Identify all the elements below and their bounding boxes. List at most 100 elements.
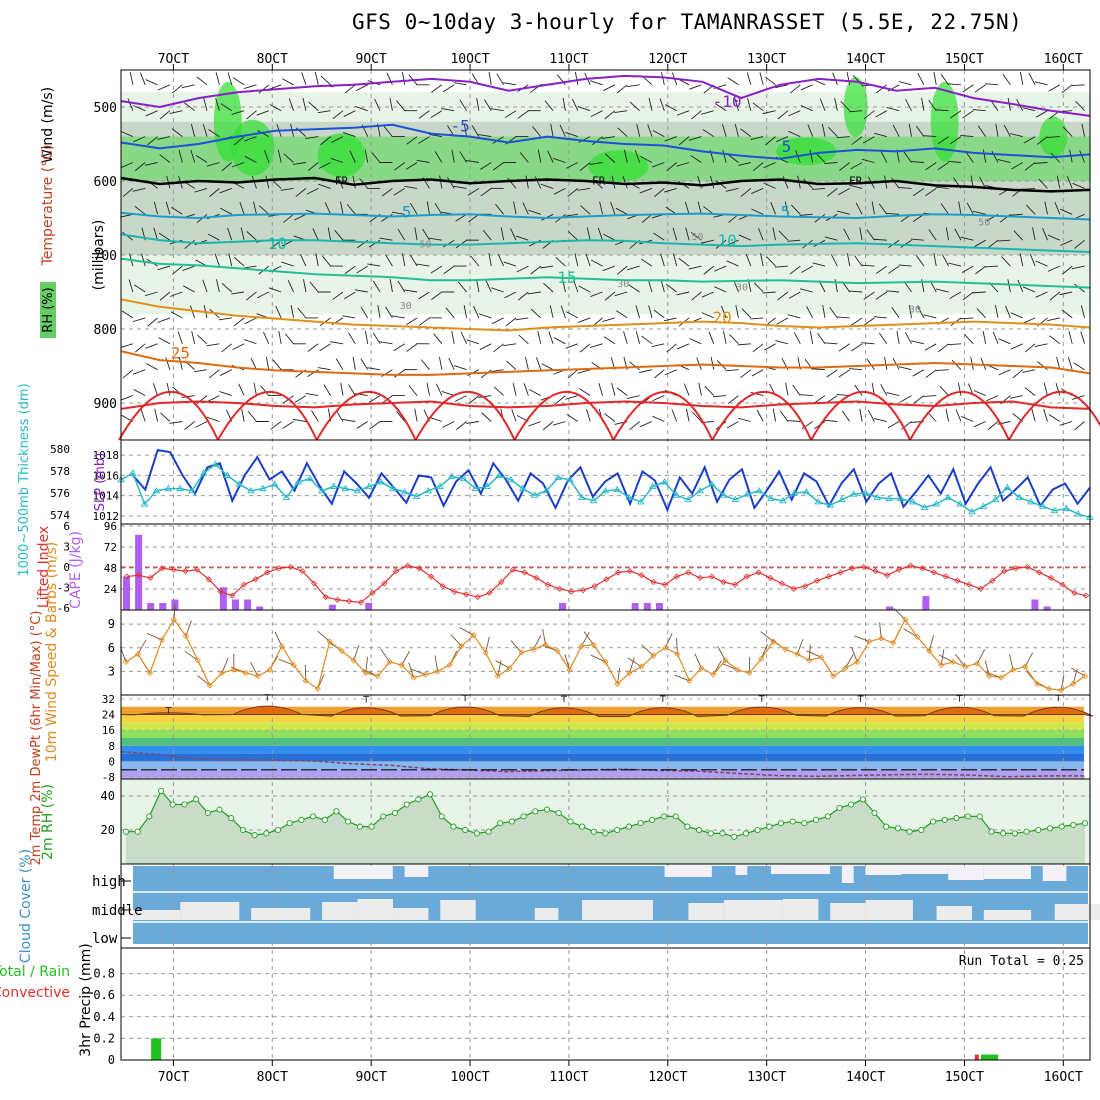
- wind-barb: [389, 279, 393, 293]
- wind-barb: [340, 382, 344, 396]
- wind-barb: [688, 265, 702, 270]
- wind-barb: [511, 409, 517, 422]
- thickness-point: [448, 472, 456, 479]
- wind-barb: [466, 159, 480, 163]
- li-point: [638, 572, 645, 579]
- wind-barb: [758, 227, 764, 241]
- wind-barb: [1072, 182, 1085, 189]
- cloud-high-clear: [664, 866, 712, 877]
- wind-barb: [627, 265, 640, 271]
- cloud-row-label-low: low: [92, 931, 118, 947]
- wind-barb: [218, 317, 232, 321]
- wind-barb: [653, 309, 665, 319]
- cape-bar: [631, 603, 639, 610]
- rh-2m-point: [812, 816, 820, 823]
- wind-barb: [829, 307, 838, 319]
- wind-barb: [342, 131, 356, 138]
- wind-barb: [145, 363, 158, 371]
- wind-speed-point: [878, 635, 885, 642]
- wind-barb: [354, 289, 368, 293]
- wind-speed-point: [938, 662, 945, 669]
- x-tick-label-bottom: 12OCT: [648, 1070, 687, 1085]
- precip-total-bar: [980, 1054, 991, 1060]
- cloud-mid-clear: [830, 903, 866, 920]
- x-tick-label-bottom: 15OCT: [945, 1070, 984, 1085]
- wind-speed-point: [830, 673, 837, 680]
- li-point: [1012, 565, 1019, 572]
- wind-speed-point: [890, 639, 897, 647]
- li-point: [427, 573, 435, 580]
- li-point: [521, 569, 528, 576]
- wind-10m-barb: [641, 644, 654, 656]
- li-point: [907, 562, 914, 569]
- thickness-point: [979, 502, 988, 509]
- wind-barb: [481, 412, 492, 422]
- wind-barb: [577, 106, 591, 112]
- wind-barb: [962, 291, 974, 301]
- wind-barb: [219, 369, 232, 376]
- wind-barb: [506, 360, 517, 371]
- li-point: [650, 578, 657, 586]
- wind-barb: [315, 253, 319, 267]
- wind-barb: [409, 202, 418, 215]
- li-point: [802, 583, 809, 590]
- thickness-point: [660, 478, 669, 485]
- slp-tick-label: 1018: [93, 449, 120, 462]
- wind-speed-point: [482, 649, 489, 656]
- wind-barb: [530, 265, 542, 275]
- wind-barb: [635, 331, 641, 344]
- x-tick-label-top: 15OCT: [945, 52, 984, 67]
- wind-barb: [812, 262, 826, 267]
- wind-barb: [779, 410, 789, 422]
- rh-2m-point: [848, 801, 855, 808]
- wind-barb: [880, 150, 888, 163]
- wind-barb: [826, 369, 838, 378]
- wind-barb: [875, 291, 888, 300]
- wind-barb: [196, 76, 208, 86]
- wind-barb: [305, 393, 319, 397]
- wind-barb: [866, 358, 875, 370]
- isotherm-30-arc: [909, 390, 1010, 441]
- wind-barb: [418, 317, 430, 326]
- wind-barb: [544, 100, 554, 111]
- precip-tick-label: 0.2: [93, 1031, 115, 1045]
- thickness-point: [353, 486, 362, 494]
- wind-barb: [623, 149, 628, 163]
- wind-barb: [740, 128, 752, 137]
- cloud-mid-clear: [865, 900, 913, 920]
- wind-barb: [710, 175, 715, 189]
- wind-barb: [397, 228, 406, 241]
- wind-barb: [312, 228, 319, 241]
- wind-barb: [311, 410, 319, 422]
- wind-barb: [157, 317, 171, 323]
- wind-barb: [416, 159, 430, 163]
- wind-speed-point: [386, 658, 393, 666]
- wind-barb: [317, 110, 331, 114]
- li-point: [509, 566, 516, 573]
- rh-2m-point: [929, 818, 937, 825]
- wind-barb: [356, 265, 368, 274]
- thickness-point: [436, 482, 444, 489]
- thickness-point: [708, 480, 716, 487]
- thickness-point: [1015, 493, 1023, 500]
- wind-speed-point: [326, 638, 333, 645]
- wind-barb: [1019, 253, 1024, 267]
- wind-barb: [991, 150, 999, 163]
- wind-barb: [590, 110, 603, 117]
- wind-barb: [409, 254, 418, 267]
- li-point: [720, 578, 727, 586]
- rh-2m-point: [941, 816, 948, 823]
- wind-barb: [144, 291, 158, 297]
- wind-barb: [181, 395, 195, 399]
- li-point: [147, 574, 154, 581]
- wind-barb: [851, 317, 863, 326]
- wind-speed-point: [242, 669, 249, 677]
- thickness-point: [601, 486, 610, 494]
- thickness-point: [341, 484, 350, 492]
- wind-speed-point: [182, 632, 189, 640]
- wind-barb: [503, 343, 517, 347]
- wind-barb: [1081, 123, 1086, 137]
- wind-barb: [1034, 162, 1048, 164]
- wind-10m-barb: [976, 649, 986, 664]
- wind-10m-barb: [542, 628, 546, 645]
